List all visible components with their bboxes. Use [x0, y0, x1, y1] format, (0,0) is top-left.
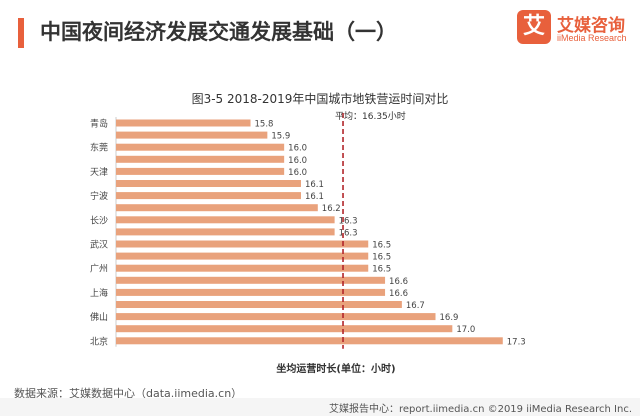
- bar-value-label: 16.5: [372, 253, 391, 263]
- bar-value-label: 16.7: [406, 301, 425, 311]
- bar: [116, 143, 285, 151]
- bar-value-label: 17.3: [507, 337, 526, 347]
- bar-value-label: 15.9: [271, 132, 290, 142]
- bar: [116, 264, 369, 272]
- bar-value-label: 17.0: [456, 325, 475, 335]
- bar: [116, 276, 386, 284]
- bar-value-label: 16.2: [322, 204, 341, 214]
- logo-mark-icon: 艾: [517, 10, 551, 44]
- bar: [116, 180, 301, 187]
- logo-name: 艾媒咨询: [557, 16, 625, 36]
- category-tick-label: 青岛: [90, 118, 108, 130]
- bar: [116, 204, 318, 212]
- bar-value-label: 16.5: [372, 241, 391, 251]
- bar: [116, 301, 402, 308]
- bar-value-label: 15.8: [255, 120, 274, 130]
- data-source: 数据来源：艾媒数据中心（data.iimedia.cn）: [14, 387, 243, 400]
- bar: [116, 155, 285, 163]
- category-tick-label: 东莞: [90, 142, 108, 154]
- brand-logo: 艾 艾媒咨询 iiMedia Research: [517, 10, 635, 52]
- category-tick-label: 长沙: [90, 214, 108, 226]
- average-reference-label: 平均：16.35小时: [335, 110, 406, 122]
- bar-value-label: 16.1: [305, 192, 324, 202]
- footer-text: 艾媒报告中心：report.iimedia.cn ©2019 iiMedia R…: [328, 404, 632, 415]
- chart-title: 图3-5 2018-2019年中国城市地铁营运时间对比: [191, 92, 449, 106]
- bar-value-label: 16.6: [389, 277, 408, 287]
- bar-value-label: 16.5: [372, 265, 391, 275]
- category-tick-label: 北京: [90, 335, 108, 347]
- bar: [116, 337, 503, 345]
- category-tick-label: 广州: [90, 263, 108, 275]
- bar-value-label: 16.6: [389, 289, 408, 299]
- page-title: 中国夜间经济发展交通发展基础（一）: [40, 20, 397, 44]
- category-tick-label: 上海: [90, 287, 108, 299]
- bar-value-label: 16.0: [288, 168, 307, 178]
- bar: [116, 325, 453, 333]
- bar: [116, 313, 436, 321]
- bar: [116, 252, 369, 260]
- bar: [116, 288, 386, 296]
- bar: [116, 192, 301, 200]
- category-tick-label: 佛山: [90, 311, 108, 323]
- bar-value-label: 16.0: [288, 156, 307, 166]
- x-axis-label: 坐均运营时长(单位：小时): [276, 362, 395, 375]
- bar: [116, 131, 268, 139]
- bar: [116, 216, 335, 224]
- bar: [116, 240, 369, 248]
- bar-value-label: 16.1: [305, 180, 324, 190]
- bar-value-label: 16.9: [440, 313, 459, 323]
- category-tick-label: 天津: [90, 167, 108, 178]
- footer-bar: 艾媒报告中心：report.iimedia.cn ©2019 iiMedia R…: [0, 398, 640, 416]
- title-accent-bar: [18, 18, 24, 48]
- bar: [116, 228, 335, 236]
- category-tick-label: 武汉: [90, 239, 108, 251]
- logo-english-name: iiMedia Research: [557, 33, 627, 43]
- bar: [116, 119, 251, 127]
- bar-value-label: 16.3: [339, 216, 358, 226]
- category-tick-label: 宁波: [90, 190, 108, 202]
- bar-value-label: 16.3: [339, 228, 358, 238]
- bar-value-label: 16.0: [288, 144, 307, 154]
- bar: [116, 167, 285, 175]
